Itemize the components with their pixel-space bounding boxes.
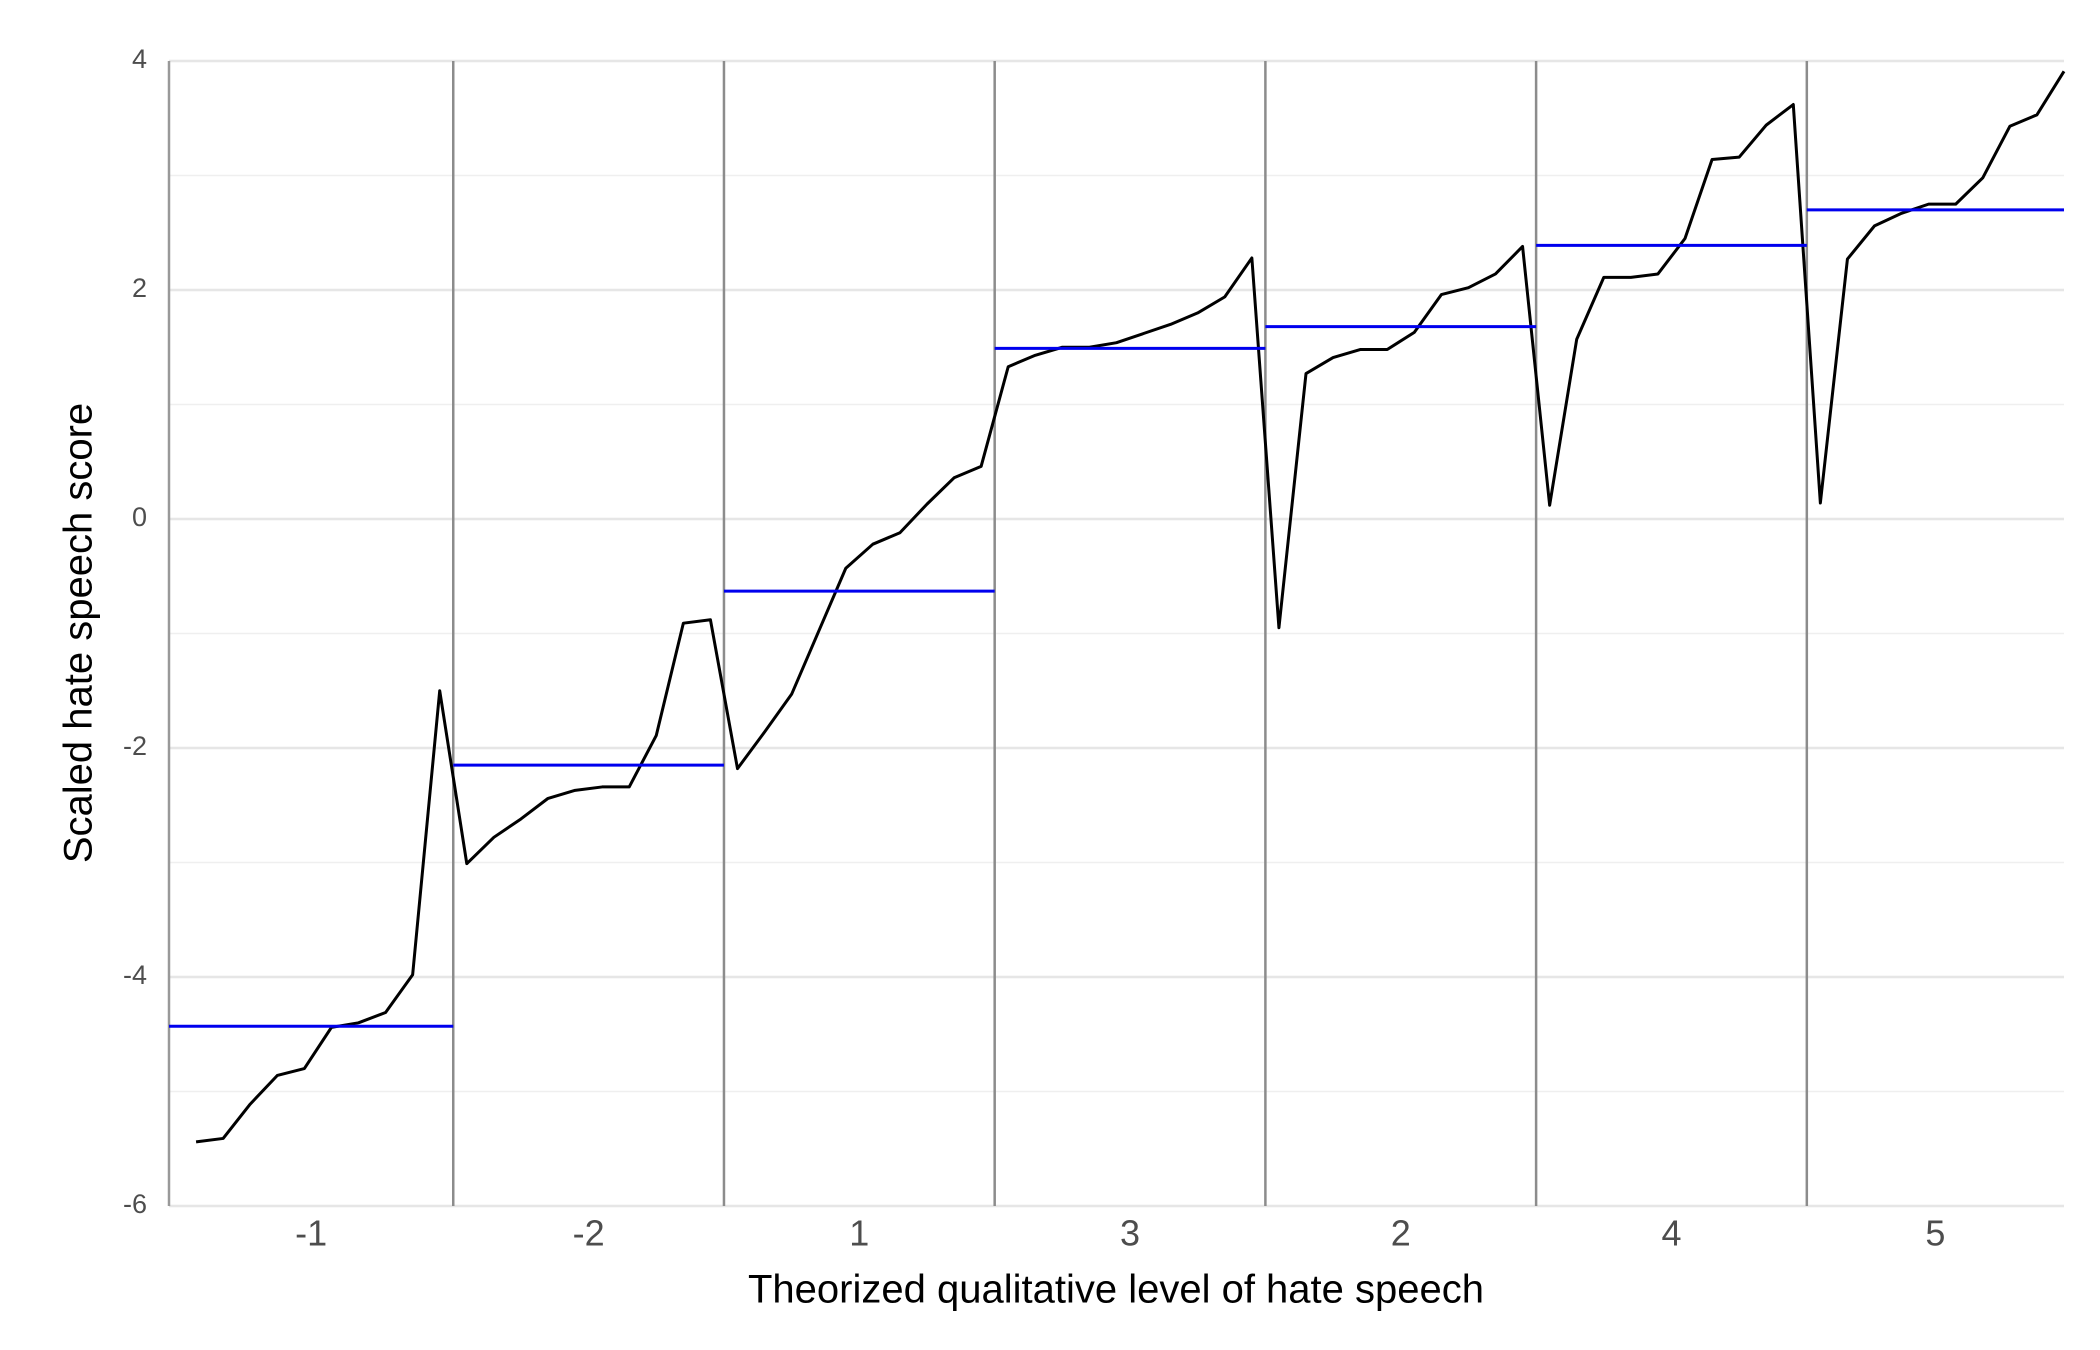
x-tick-label: 5: [1925, 1213, 1945, 1254]
y-axis-title: Scaled hate speech score: [57, 403, 101, 863]
y-tick-label: -6: [123, 1189, 147, 1219]
y-tick-label: 0: [132, 502, 147, 532]
y-tick-label: -2: [123, 731, 147, 761]
x-tick-label: 3: [1120, 1213, 1140, 1254]
x-tick-label: 4: [1661, 1213, 1681, 1254]
y-tick-label: -4: [123, 960, 147, 990]
x-tick-label: -2: [573, 1213, 605, 1254]
x-tick-label: -1: [295, 1213, 327, 1254]
data-line: [195, 70, 2066, 1144]
x-axis-title: Theorized qualitative level of hate spee…: [748, 1268, 1484, 1312]
y-tick-label: 4: [132, 44, 147, 74]
x-tick-label: 1: [849, 1213, 869, 1254]
x-tick-label: 2: [1391, 1213, 1411, 1254]
y-tick-label: 2: [132, 273, 147, 303]
